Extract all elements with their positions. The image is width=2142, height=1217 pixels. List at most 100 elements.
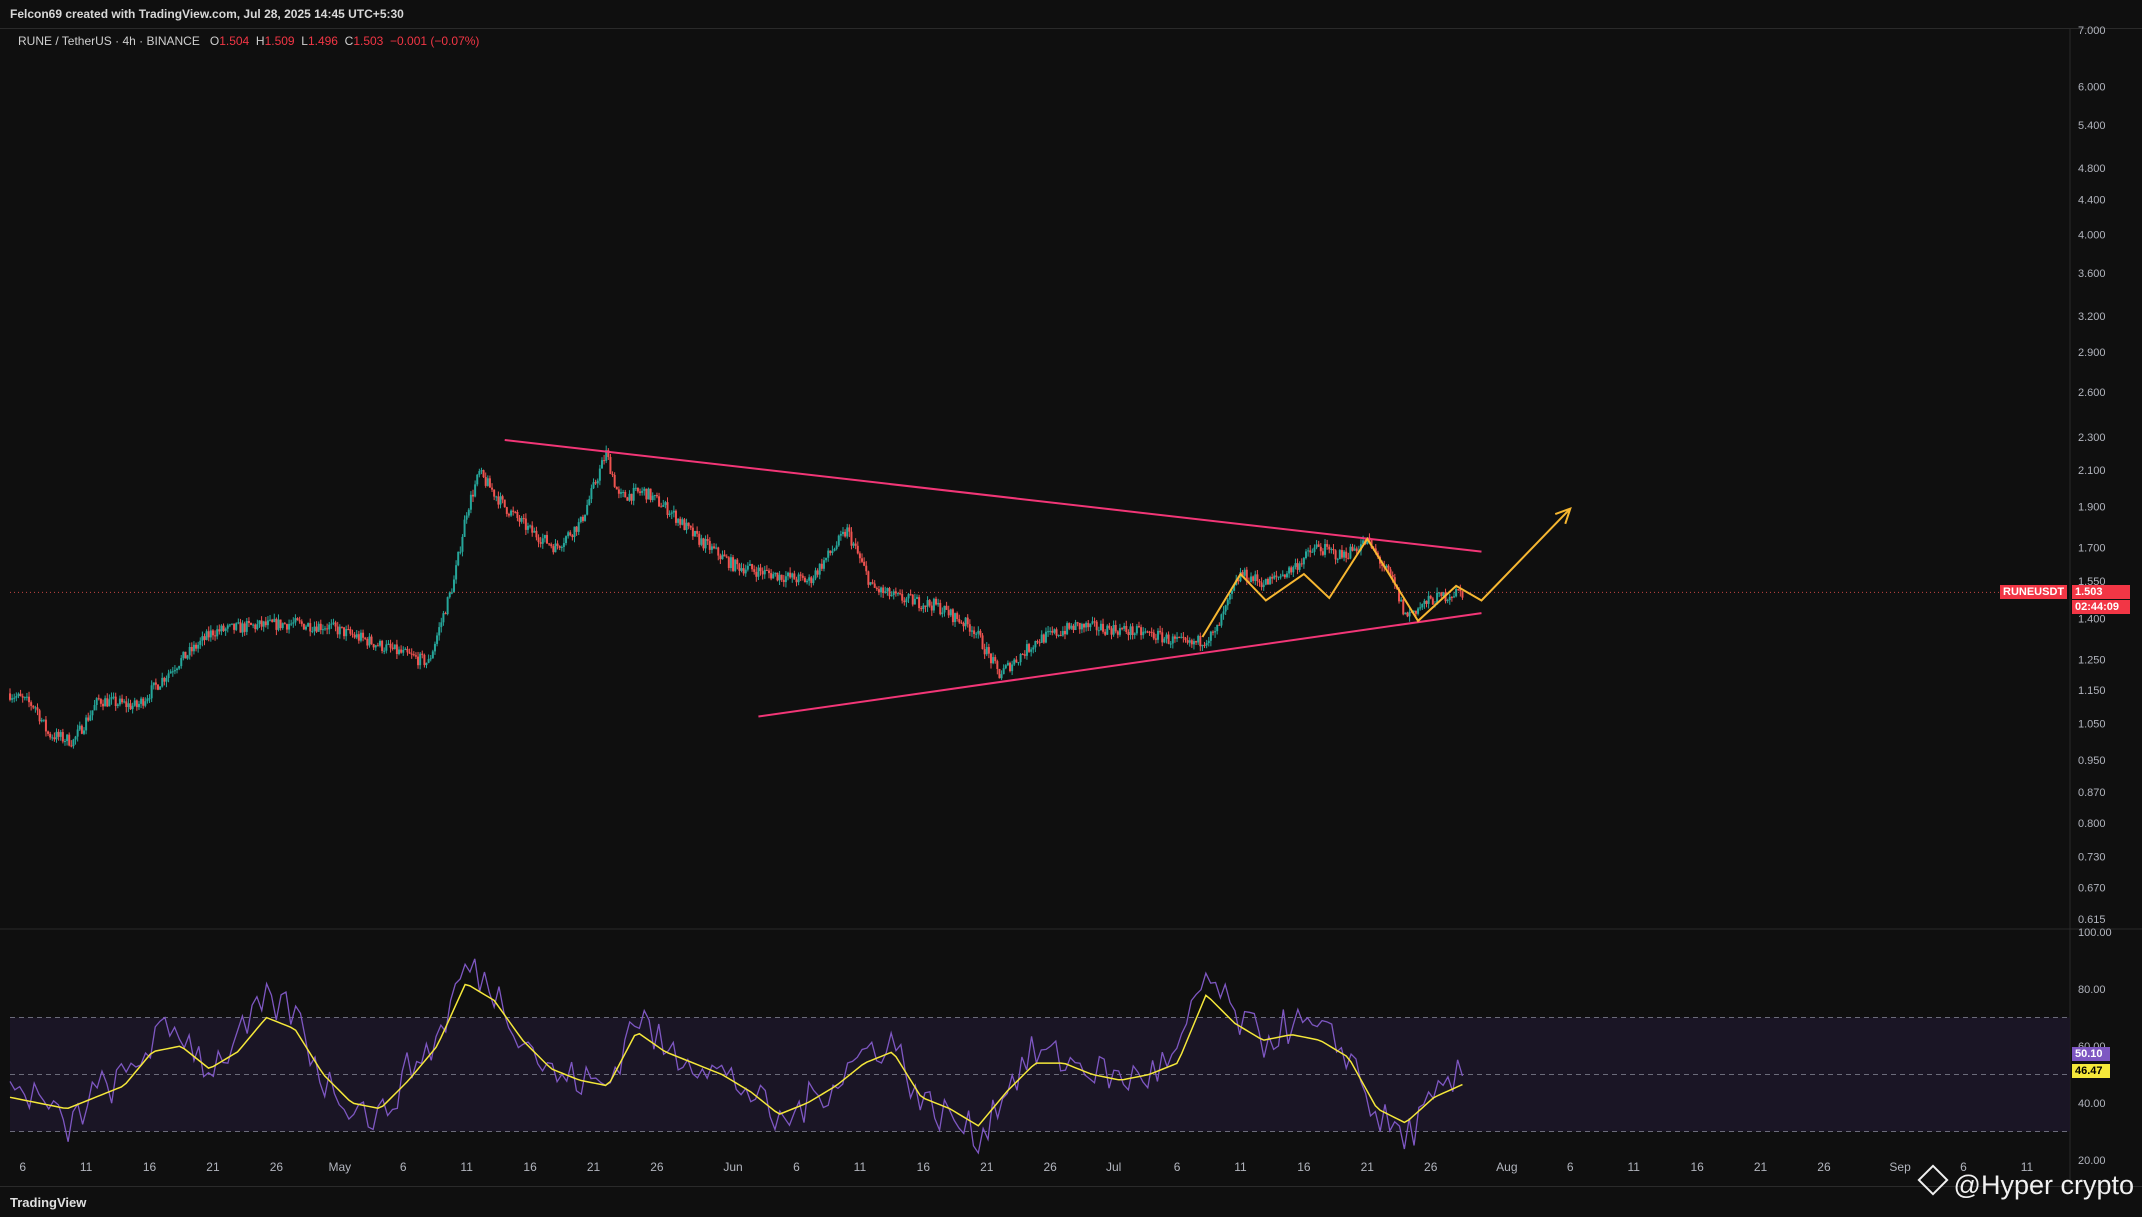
- candle-body: [1273, 575, 1276, 579]
- candle-body: [184, 651, 187, 659]
- candle-body: [66, 734, 69, 742]
- candle-body: [285, 624, 288, 630]
- time-tick-label: Aug: [1496, 1160, 1517, 1174]
- candle-body: [759, 567, 762, 572]
- candle-body: [970, 630, 973, 632]
- candle-body: [457, 551, 460, 566]
- candle-body: [87, 717, 90, 721]
- candle-body: [474, 484, 477, 497]
- candle-body: [753, 569, 756, 572]
- candle-body: [812, 578, 815, 584]
- candle-body: [772, 574, 775, 579]
- candle-body: [573, 526, 576, 538]
- candle-body: [277, 619, 280, 630]
- candle-body: [789, 572, 792, 578]
- candle-body: [491, 487, 494, 490]
- candle-body: [152, 682, 155, 686]
- time-tick-label: 26: [1044, 1160, 1058, 1174]
- candle-body: [1044, 631, 1047, 643]
- candle-body: [579, 516, 582, 523]
- candle-body: [355, 634, 358, 638]
- candle-body: [264, 621, 267, 626]
- candle-body: [1393, 577, 1396, 585]
- candle-body: [421, 653, 424, 655]
- candle-body: [746, 565, 749, 570]
- projection-arrowhead: [1554, 506, 1572, 525]
- candle-body: [1309, 550, 1312, 553]
- candle-body: [825, 557, 828, 561]
- candle-body: [429, 658, 432, 660]
- candle-body: [624, 491, 627, 498]
- candle-body: [144, 701, 147, 706]
- candle-body: [345, 629, 348, 637]
- candle-body: [896, 593, 899, 595]
- candle-body: [744, 569, 747, 574]
- candle-body: [596, 480, 599, 484]
- candle-body: [1040, 634, 1043, 643]
- candle-body: [920, 608, 923, 610]
- candle-body: [1269, 577, 1272, 585]
- candle-body: [1459, 589, 1462, 592]
- candle-body: [835, 545, 838, 549]
- candle-body: [548, 543, 551, 545]
- candle-body: [975, 633, 978, 635]
- candle-body: [1148, 631, 1151, 633]
- candle-body: [171, 671, 174, 673]
- candle-body: [76, 729, 79, 737]
- candle-body: [1108, 625, 1111, 629]
- candle-body: [1154, 638, 1157, 640]
- candle-body: [797, 574, 800, 583]
- candle-body: [1110, 628, 1113, 635]
- candle-body: [507, 513, 510, 516]
- candle-body: [630, 493, 633, 501]
- candle-body: [531, 525, 534, 533]
- candle-body: [799, 574, 802, 576]
- candle-body: [1047, 631, 1050, 633]
- attribution-bar: Felcon69 created with TradingView.com, J…: [0, 0, 2142, 29]
- candle-body: [615, 486, 618, 490]
- candle-body: [943, 605, 946, 613]
- candle-body: [15, 696, 18, 698]
- candle-body: [1442, 592, 1445, 597]
- candle-body: [142, 698, 145, 706]
- candle-body: [1279, 576, 1282, 578]
- candle-body: [810, 577, 813, 584]
- candle-body: [546, 535, 549, 544]
- time-tick-label: 16: [523, 1160, 537, 1174]
- price-tick-label: 1.250: [2078, 655, 2106, 667]
- candle-body: [968, 624, 971, 632]
- candle-body: [1116, 631, 1119, 635]
- candle-body: [529, 525, 532, 527]
- candle-body: [1061, 630, 1064, 636]
- candle-body: [32, 705, 35, 708]
- time-tick-label: 21: [1754, 1160, 1768, 1174]
- candle-body: [309, 623, 312, 632]
- candle-body: [461, 536, 464, 552]
- candle-body: [1288, 567, 1291, 574]
- candle-body: [222, 625, 225, 631]
- candle-body: [57, 731, 60, 737]
- candle-body: [406, 648, 409, 653]
- candle-body: [1313, 547, 1316, 552]
- candle-body: [1167, 634, 1170, 644]
- candle-body: [82, 730, 85, 734]
- candle-body: [207, 631, 210, 638]
- candle-body: [1009, 662, 1012, 672]
- candle-body: [497, 496, 500, 505]
- candle-body: [395, 644, 398, 655]
- candle-body: [784, 576, 787, 583]
- candle-body: [1402, 599, 1405, 615]
- candle-body: [97, 698, 100, 700]
- candle-body: [1412, 610, 1415, 613]
- candle-body: [1315, 544, 1318, 548]
- candle-body: [577, 522, 580, 532]
- candle-body: [63, 741, 66, 743]
- candle-body: [1321, 551, 1324, 555]
- candle-body: [1421, 604, 1424, 608]
- time-tick-label: Jul: [1106, 1160, 1121, 1174]
- candle-body: [1129, 626, 1132, 636]
- candle-body: [1042, 634, 1045, 643]
- candle-body: [1205, 643, 1208, 646]
- candle-body: [1195, 641, 1198, 643]
